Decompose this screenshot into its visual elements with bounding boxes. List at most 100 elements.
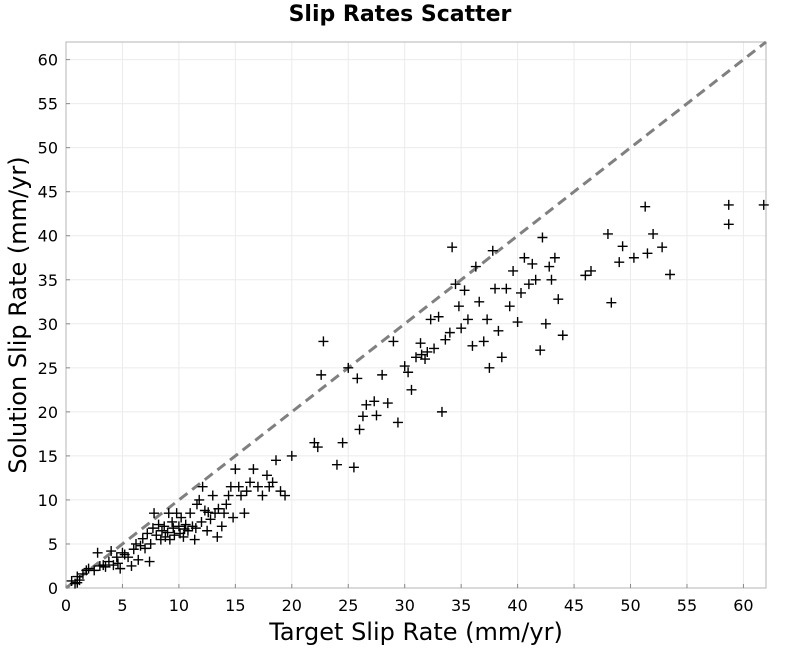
data-point-168	[665, 269, 676, 280]
data-point-123	[444, 327, 455, 338]
data-point-95	[318, 336, 329, 347]
data-point-148	[530, 274, 541, 285]
data-point-97	[337, 437, 348, 448]
data-point-80	[241, 486, 252, 497]
data-point-151	[540, 318, 551, 329]
data-point-9	[92, 547, 103, 558]
data-point-139	[496, 352, 507, 363]
data-point-154	[549, 252, 560, 263]
data-point-63	[202, 525, 213, 536]
data-point-166	[648, 228, 659, 239]
data-point-19	[117, 547, 128, 558]
data-point-61	[197, 481, 208, 492]
data-point-57	[190, 523, 201, 534]
data-point-133	[478, 336, 489, 347]
data-point-16	[111, 552, 122, 563]
data-point-103	[361, 399, 372, 410]
data-point-114	[415, 338, 426, 349]
data-point-76	[230, 464, 241, 475]
data-point-30	[144, 556, 155, 567]
data-point-84	[257, 490, 268, 501]
data-point-149	[535, 345, 546, 356]
data-point-106	[377, 369, 388, 380]
data-point-126	[453, 301, 464, 312]
data-point-158	[586, 265, 596, 276]
data-point-18	[115, 563, 126, 574]
data-point-163	[628, 252, 639, 263]
data-point-130	[467, 340, 478, 351]
data-point-96	[331, 459, 342, 470]
data-point-11	[98, 560, 109, 571]
data-point-50	[178, 531, 189, 542]
data-point-7	[83, 563, 94, 574]
data-point-17	[112, 558, 123, 569]
data-point-52	[180, 519, 191, 530]
data-point-34	[151, 530, 162, 541]
data-point-14	[106, 546, 117, 557]
data-point-40	[162, 527, 173, 538]
data-point-66	[207, 490, 218, 501]
y-axis-label: Solution Slip Rate (mm/yr)	[4, 156, 32, 474]
x-tick-label-6: 30	[395, 596, 415, 615]
data-point-136	[487, 245, 498, 256]
y-tick-label-7: 35	[38, 271, 58, 290]
y-tick-label-8: 40	[38, 227, 58, 246]
data-point-90	[280, 490, 291, 501]
x-tick-label-10: 50	[620, 596, 640, 615]
data-point-15	[108, 560, 119, 571]
data-point-83	[252, 481, 263, 492]
data-point-24	[131, 538, 141, 549]
x-axis-label: Target Slip Rate (mm/yr)	[269, 618, 563, 646]
data-point-135	[484, 362, 495, 373]
x-tick-label-8: 40	[507, 596, 527, 615]
data-point-60	[196, 516, 207, 527]
grid-lines	[65, 42, 766, 589]
data-point-54	[185, 508, 196, 519]
data-point-152	[544, 261, 555, 272]
data-point-161	[614, 257, 625, 268]
data-point-23	[128, 544, 139, 555]
y-axis-ticks: 0 5 10 15 20 25 30 35 40 45 50 55 60	[38, 51, 70, 598]
data-point-110	[399, 361, 410, 372]
data-point-128	[459, 285, 470, 296]
data-point-101	[354, 424, 365, 435]
data-points	[66, 199, 769, 589]
data-point-72	[221, 499, 232, 510]
plot-frame	[65, 41, 767, 589]
data-point-141	[504, 301, 515, 312]
data-point-73	[223, 490, 234, 501]
x-tick-label-2: 10	[169, 596, 189, 615]
data-point-32	[147, 523, 158, 534]
data-point-132	[474, 296, 485, 307]
x-tick-label-12: 60	[733, 596, 753, 615]
data-point-127	[456, 323, 467, 334]
x-tick-label-1: 5	[117, 596, 127, 615]
data-point-155	[553, 294, 564, 305]
data-point-111	[403, 367, 414, 378]
data-point-93	[312, 442, 323, 453]
data-point-58	[191, 499, 202, 510]
data-point-65	[205, 514, 216, 525]
x-tick-label-3: 15	[225, 596, 245, 615]
data-point-107	[382, 398, 393, 409]
data-point-43	[167, 516, 178, 527]
y-tick-label-10: 50	[38, 139, 58, 158]
data-point-140	[501, 283, 512, 294]
data-point-89	[275, 486, 286, 497]
data-point-91	[286, 450, 297, 461]
data-point-47	[173, 521, 184, 532]
data-point-170	[723, 219, 734, 230]
data-point-150	[537, 232, 548, 243]
data-point-137	[490, 283, 501, 294]
data-point-147	[527, 258, 538, 269]
data-point-104	[369, 396, 380, 407]
data-point-29	[142, 528, 153, 539]
data-point-157	[580, 270, 591, 281]
data-point-124	[447, 242, 458, 253]
data-point-64	[203, 507, 214, 518]
data-point-94	[316, 369, 327, 380]
data-point-69	[213, 503, 224, 514]
data-point-81	[245, 477, 256, 488]
data-point-165	[642, 248, 653, 259]
data-point-102	[357, 411, 368, 422]
